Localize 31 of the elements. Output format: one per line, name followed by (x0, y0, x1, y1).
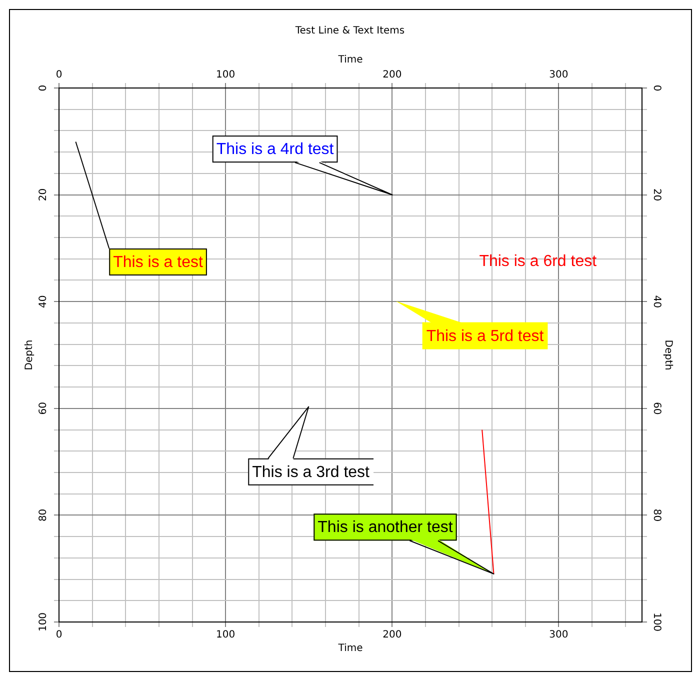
x-tick-label: 100 (216, 70, 236, 81)
x2-tick-label: 0 (56, 630, 62, 641)
y2-tick-label: 80 (650, 508, 662, 522)
y2-tick-label: 40 (650, 295, 662, 308)
annotation: This is a 5rd test (426, 328, 544, 345)
annotation: This is another test (318, 519, 454, 536)
x-axis-title: Time (337, 642, 363, 654)
annotation: This is a 4rd test (216, 141, 334, 158)
y2-axis-title: Depth (662, 340, 674, 370)
y-tick-label: 40 (38, 295, 50, 308)
y-tick-label: 100 (38, 612, 50, 632)
annotation: This is a 3rd test (252, 464, 370, 481)
x-tick-label: 0 (56, 70, 62, 81)
y-tick-label: 80 (38, 508, 50, 522)
y-tick-label: 0 (38, 84, 50, 92)
x2-tick-label: 300 (549, 630, 568, 641)
x-tick-label: 300 (549, 70, 568, 81)
y-tick-label: 60 (38, 402, 50, 415)
annotation: This is a 6rd test (479, 253, 598, 270)
x2-axis-title: Time (337, 54, 363, 66)
annotation: This is a test (113, 254, 204, 271)
y-tick-label: 20 (38, 188, 50, 202)
y2-tick-label: 0 (650, 84, 662, 92)
y2-tick-label: 100 (650, 612, 662, 632)
chart-title: Test Line & Text Items (294, 26, 405, 37)
x2-tick-label: 200 (382, 630, 402, 641)
y2-tick-label: 60 (650, 402, 662, 415)
y2-tick-label: 20 (650, 188, 662, 202)
y-axis-title: Depth (24, 340, 35, 370)
x2-tick-label: 100 (216, 630, 236, 641)
x-tick-label: 200 (382, 70, 402, 81)
